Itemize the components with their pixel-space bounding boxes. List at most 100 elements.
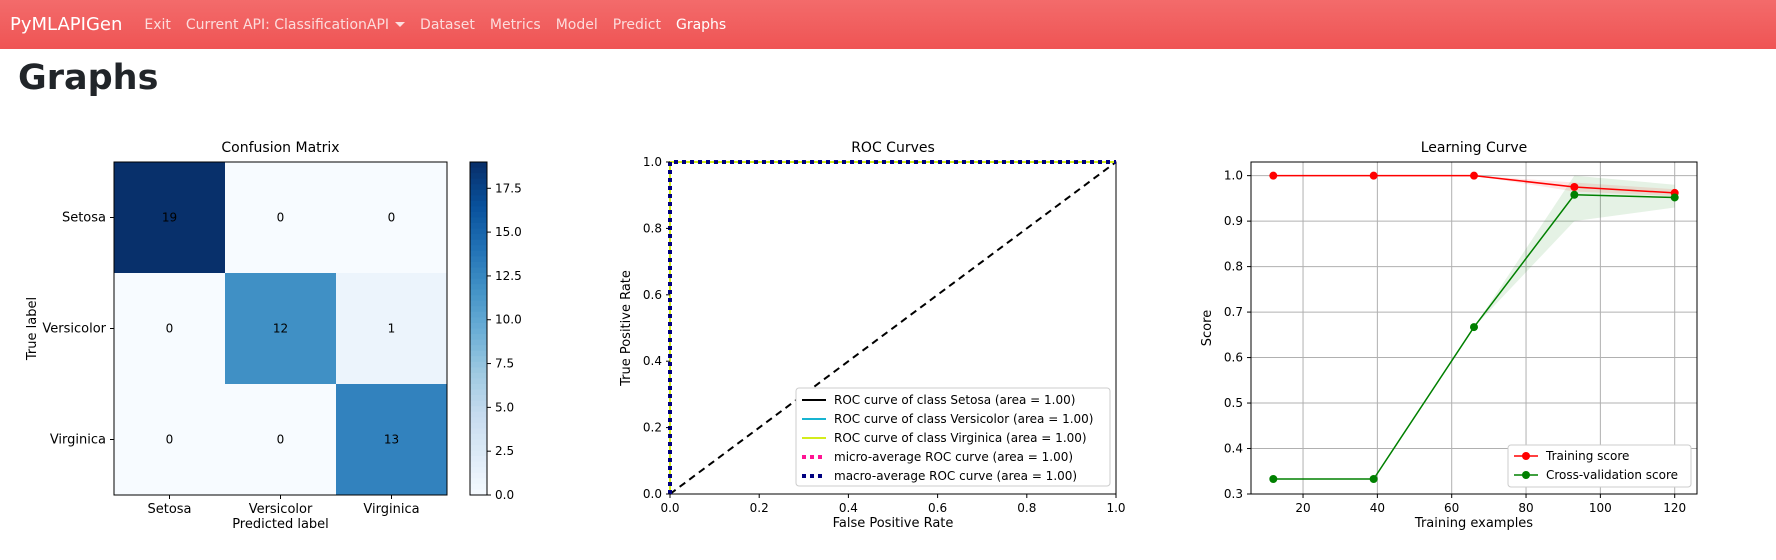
colorbar-frame xyxy=(469,161,488,496)
legend-label: macro-average ROC curve (area = 1.00) xyxy=(834,469,1077,483)
y-tick-label: 1.0 xyxy=(1224,169,1243,183)
nav-model[interactable]: Model xyxy=(555,16,598,33)
confusion-cell xyxy=(336,162,447,273)
colorbar-segment xyxy=(470,422,487,429)
colorbar-segment xyxy=(470,261,487,269)
x-tick-label: 100 xyxy=(1589,501,1612,515)
confusion-cell xyxy=(336,273,447,384)
colorbar-segment xyxy=(470,400,487,407)
x-tick-label: 0.8 xyxy=(1017,501,1036,515)
score-point xyxy=(1570,183,1579,192)
confusion-cell-value: 0 xyxy=(277,211,285,225)
colorbar-segment xyxy=(470,284,487,291)
colorbar-segment xyxy=(470,478,487,485)
score-point xyxy=(1670,193,1679,202)
score-point xyxy=(1470,171,1478,180)
colorbar-segment xyxy=(470,200,487,207)
confusion-cell xyxy=(114,384,225,495)
x-tick-label: Setosa xyxy=(147,502,191,517)
colorbar-segment xyxy=(470,173,487,180)
confusion-cell xyxy=(225,162,336,273)
learning-frame xyxy=(1250,161,1698,495)
score-band xyxy=(1273,175,1675,479)
colorbar-segment xyxy=(470,472,487,479)
colorbar-segment xyxy=(470,228,487,235)
colorbar-segment xyxy=(470,350,487,357)
colorbar-segment xyxy=(470,417,487,424)
colorbar-segment xyxy=(470,334,487,341)
y-tick-label: Setosa xyxy=(62,211,106,226)
colorbar-segment xyxy=(470,406,487,413)
learning-curve-title: Learning Curve xyxy=(1421,140,1528,156)
x-tick-label: 0.6 xyxy=(928,501,947,515)
colorbar-segment xyxy=(470,322,487,330)
legend-label: micro-average ROC curve (area = 1.00) xyxy=(834,450,1073,464)
y-tick-label: 0.8 xyxy=(1224,260,1243,274)
brand-logo[interactable]: PyMLAPIGen xyxy=(10,14,123,35)
roc-title: ROC Curves xyxy=(851,140,935,156)
colorbar-segment xyxy=(470,411,487,418)
confusion-xlabel: Predicted label xyxy=(232,517,329,532)
roc-xlabel: False Positive Rate xyxy=(833,516,954,531)
nav-dataset[interactable]: Dataset xyxy=(420,16,475,33)
colorbar-segment xyxy=(470,389,487,396)
confusion-cell xyxy=(225,384,336,495)
y-tick-label: 0.6 xyxy=(643,288,662,302)
y-tick-label: 0.7 xyxy=(1224,305,1243,319)
colorbar-segment xyxy=(470,328,487,335)
confusion-cell-value: 0 xyxy=(166,433,174,447)
nav-metrics[interactable]: Metrics xyxy=(489,16,541,33)
nav-current-api-dropdown[interactable]: Current API: ClassificationAPI xyxy=(185,16,406,33)
colorbar-tick-label: 2.5 xyxy=(495,444,514,458)
x-tick-label: 40 xyxy=(1370,501,1385,515)
legend-marker xyxy=(1522,452,1530,460)
colorbar-segment xyxy=(470,167,487,174)
colorbar-segment xyxy=(470,372,487,380)
learning-legend xyxy=(1507,444,1692,488)
colorbar-segment xyxy=(470,184,487,191)
nav-predict[interactable]: Predict xyxy=(612,16,661,33)
nav-exit[interactable]: Exit xyxy=(144,16,171,33)
colorbar-segment xyxy=(470,483,487,491)
x-tick-label: 1.0 xyxy=(1106,501,1125,515)
confusion-cell-value: 1 xyxy=(388,322,396,336)
legend-label: ROC curve of class Setosa (area = 1.00) xyxy=(834,393,1075,407)
y-tick-label: 0.9 xyxy=(1224,214,1243,228)
colorbar-segment xyxy=(470,461,487,468)
learning-curve-chart: Learning Curve 20 40 60 80 100 120 0.3 0.4 0.5 0.6… xyxy=(1200,140,1698,531)
colorbar-segment xyxy=(470,439,487,446)
roc-reference-line xyxy=(669,161,1117,495)
nav-current-api-label: Current API: ClassificationAPI xyxy=(185,16,390,33)
x-tick-label: Virginica xyxy=(363,502,419,517)
navbar: PyMLAPIGen Exit Current API: Classificat… xyxy=(0,0,1776,49)
colorbar-segment xyxy=(470,206,487,213)
x-tick-label: 0.2 xyxy=(750,501,769,515)
confusion-cell xyxy=(336,384,447,495)
score-point xyxy=(1269,171,1278,180)
colorbar-tick-label: 7.5 xyxy=(495,357,514,371)
score-point xyxy=(1369,171,1378,180)
y-tick-label: 0.0 xyxy=(643,487,662,501)
x-tick-label: Versicolor xyxy=(249,502,313,517)
colorbar-segment xyxy=(470,189,487,196)
roc-legend xyxy=(795,387,1111,487)
y-tick-label: Virginica xyxy=(50,433,106,448)
page-title: Graphs xyxy=(18,58,159,98)
y-tick-label: 0.3 xyxy=(1224,487,1243,501)
colorbar-segment xyxy=(470,339,487,346)
score-point xyxy=(1269,474,1278,483)
x-tick-label: 0.0 xyxy=(660,501,679,515)
colorbar-segment xyxy=(470,450,487,457)
y-tick-label: 0.4 xyxy=(643,354,662,368)
colorbar-segment xyxy=(470,245,487,252)
confusion-cell xyxy=(114,273,225,384)
colorbar-segment xyxy=(470,250,487,257)
colorbar-segment xyxy=(470,467,487,474)
confusion-cell-value: 0 xyxy=(388,211,396,225)
colorbar-segment xyxy=(470,211,487,219)
nav-graphs[interactable]: Graphs xyxy=(675,16,727,33)
colorbar-segment xyxy=(470,273,487,280)
confusion-cell xyxy=(225,273,336,384)
score-point xyxy=(1369,474,1378,483)
